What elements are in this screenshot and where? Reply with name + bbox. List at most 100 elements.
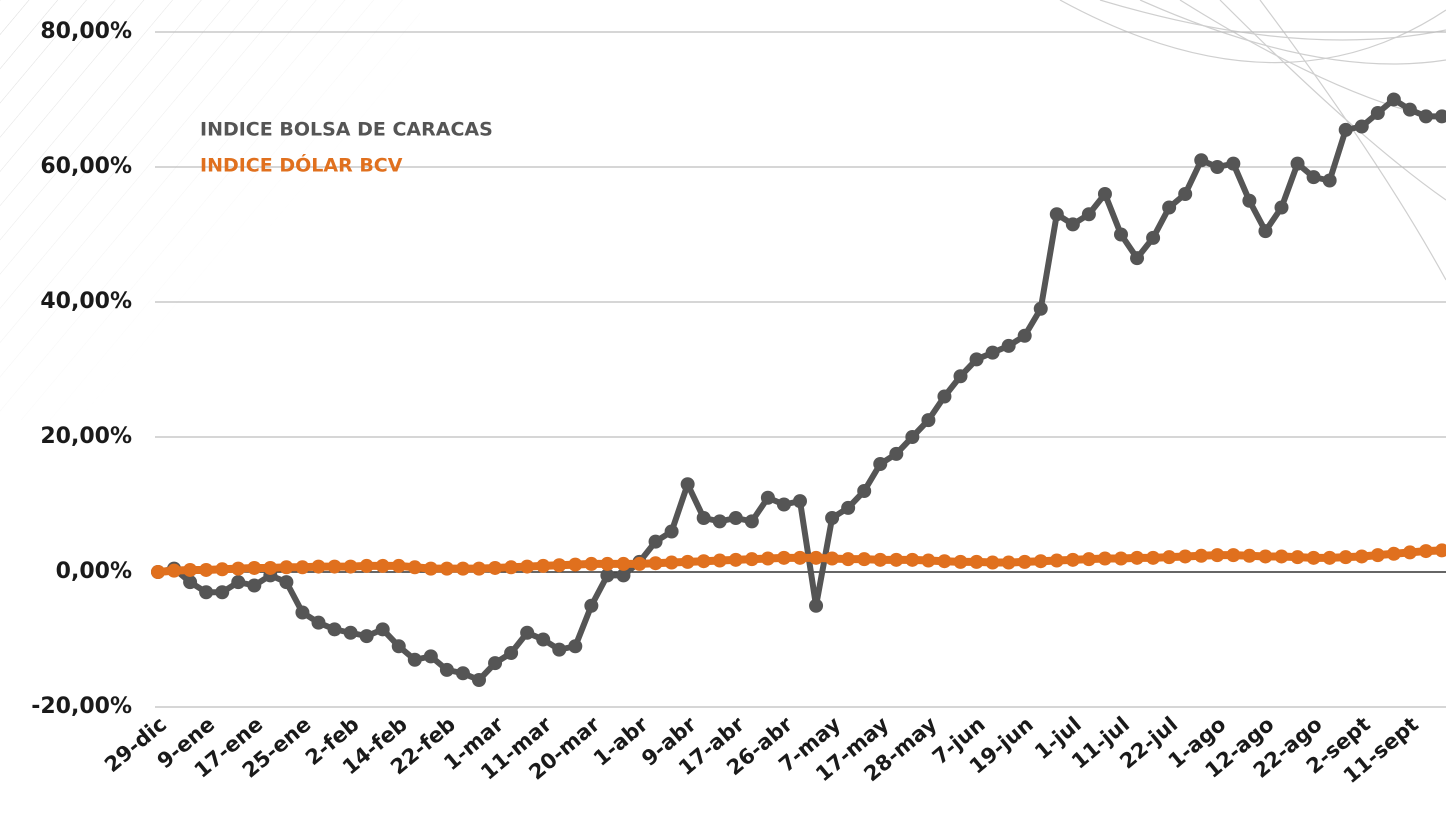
data-point: [1323, 551, 1337, 565]
data-point: [360, 559, 374, 573]
data-point: [889, 553, 903, 567]
data-point: [777, 551, 791, 565]
data-point: [1275, 549, 1289, 563]
data-point: [199, 585, 213, 599]
data-point: [1291, 157, 1305, 171]
data-point: [1066, 553, 1080, 567]
data-point: [488, 561, 502, 575]
data-point: [312, 616, 326, 630]
data-point: [600, 557, 614, 571]
data-point: [328, 622, 342, 636]
data-point: [1018, 329, 1032, 343]
data-point: [1002, 339, 1016, 353]
y-tick-label: 0,00%: [56, 559, 132, 584]
data-point: [1098, 187, 1112, 201]
data-point: [504, 560, 518, 574]
data-point: [1194, 549, 1208, 563]
data-point: [954, 555, 968, 569]
data-point: [1050, 207, 1064, 221]
data-point: [665, 556, 679, 570]
data-point: [1034, 302, 1048, 316]
data-point: [440, 663, 454, 677]
data-point: [633, 557, 647, 571]
data-point: [1018, 555, 1032, 569]
data-point: [1403, 103, 1417, 117]
data-point: [905, 430, 919, 444]
data-point: [263, 561, 277, 575]
data-point: [328, 560, 342, 574]
data-point: [1178, 187, 1192, 201]
data-point: [1226, 157, 1240, 171]
data-point: [584, 599, 598, 613]
data-point: [1146, 231, 1160, 245]
data-point: [247, 579, 261, 593]
data-point: [713, 514, 727, 528]
data-point: [1162, 550, 1176, 564]
data-point: [761, 552, 775, 566]
data-point: [1419, 544, 1433, 558]
data-point: [841, 501, 855, 515]
data-point: [1082, 207, 1096, 221]
data-point: [1307, 170, 1321, 184]
data-point: [1258, 549, 1272, 563]
data-point: [552, 558, 566, 572]
data-point: [295, 560, 309, 574]
data-point: [183, 563, 197, 577]
data-point: [970, 555, 984, 569]
data-point: [1258, 224, 1272, 238]
data-point: [552, 643, 566, 657]
data-point: [231, 562, 245, 576]
data-point: [1050, 554, 1064, 568]
data-point: [1114, 228, 1128, 242]
data-point: [424, 562, 438, 576]
data-point: [568, 558, 582, 572]
data-point: [1355, 120, 1369, 134]
data-point: [344, 560, 358, 574]
data-point: [392, 639, 406, 653]
data-point: [1387, 547, 1401, 561]
data-point: [1435, 109, 1446, 123]
data-point: [1210, 160, 1224, 174]
data-point: [681, 477, 695, 491]
data-point: [793, 551, 807, 565]
data-point: [456, 666, 470, 680]
data-point: [777, 498, 791, 512]
data-point: [986, 346, 1000, 360]
chart: -20,00%0,00%20,00%40,00%60,00%80,00%29-d…: [0, 0, 1446, 829]
data-point: [1242, 549, 1256, 563]
data-point: [1339, 550, 1353, 564]
data-point: [1355, 549, 1369, 563]
y-tick-label: 60,00%: [40, 154, 132, 179]
data-point: [697, 554, 711, 568]
data-point: [215, 585, 229, 599]
data-point: [857, 484, 871, 498]
data-point: [809, 551, 823, 565]
data-point: [1194, 153, 1208, 167]
data-point: [376, 622, 390, 636]
data-point: [472, 673, 486, 687]
y-tick-label: 40,00%: [40, 289, 132, 314]
data-point: [616, 557, 630, 571]
data-point: [857, 552, 871, 566]
data-point: [697, 511, 711, 525]
data-point: [825, 552, 839, 566]
data-point: [504, 646, 518, 660]
data-point: [568, 639, 582, 653]
data-point: [1371, 106, 1385, 120]
data-point: [889, 447, 903, 461]
data-point: [1403, 545, 1417, 559]
data-point: [937, 554, 951, 568]
data-point: [408, 653, 422, 667]
data-point: [986, 556, 1000, 570]
data-point: [1082, 552, 1096, 566]
data-point: [665, 525, 679, 539]
data-point: [841, 552, 855, 566]
data-point: [376, 559, 390, 573]
data-point: [1114, 552, 1128, 566]
data-point: [456, 562, 470, 576]
data-point: [183, 575, 197, 589]
background-decoration: [0, 0, 1446, 420]
data-point: [873, 457, 887, 471]
data-point: [1146, 551, 1160, 565]
data-point: [472, 562, 486, 576]
